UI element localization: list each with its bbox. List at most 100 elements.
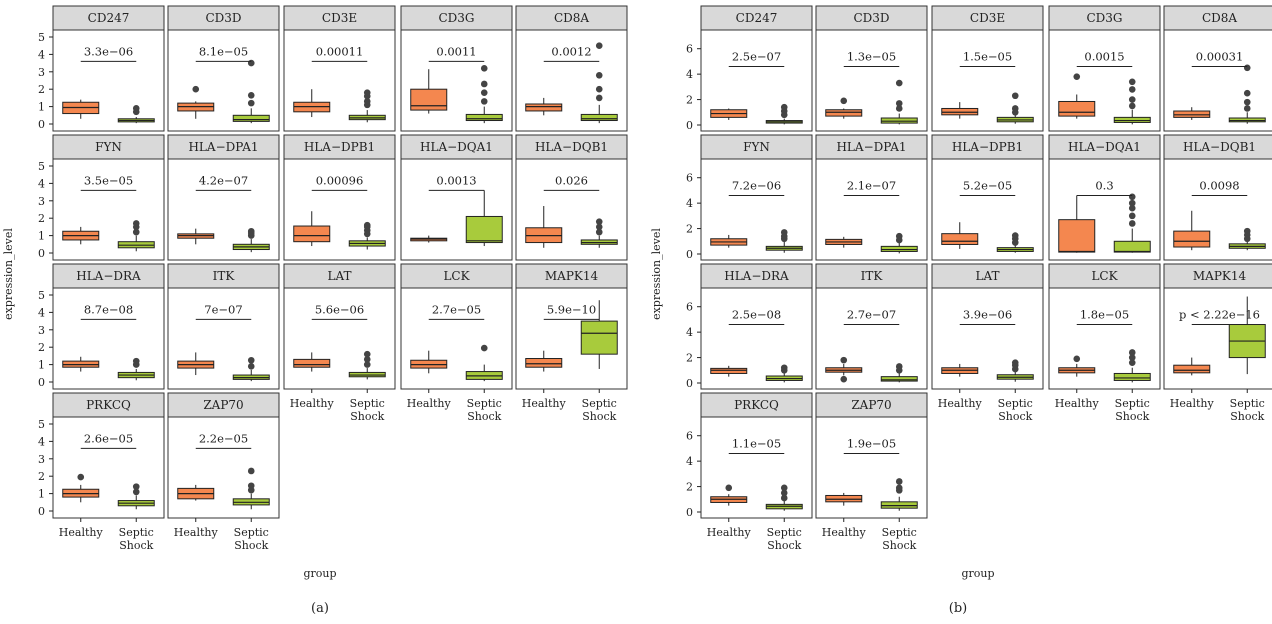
outlier-point-septic	[780, 103, 788, 111]
outlier-point-septic	[595, 42, 603, 49]
outlier-point-septic	[895, 105, 903, 112]
y-tick-label: 2	[686, 223, 693, 236]
box-septic	[580, 320, 618, 355]
outlier-point-septic	[1243, 227, 1251, 235]
panel-hladpa1: HLA−DPA1 2.1e−07	[815, 134, 928, 261]
y-tick-label: 4	[38, 435, 45, 448]
outlier-point-septic	[363, 221, 371, 229]
outlier-point-healthy	[840, 356, 848, 364]
panel-hladpa1: HLA−DPA1 4.2e−07	[167, 134, 280, 261]
outlier-point-septic	[480, 65, 488, 72]
y-tick-label: 4	[686, 326, 693, 339]
outlier-point-septic	[1128, 199, 1136, 207]
p-value-label: 2.2e−05	[199, 431, 248, 445]
x-tick-label: Shock	[998, 410, 1032, 423]
box-septic	[1113, 372, 1151, 381]
panel-cd247: CD247 3.3e−06 0 1 2 3 4 5	[38, 5, 165, 132]
p-value-label: 7e−07	[204, 302, 242, 316]
x-tick-label: Shock	[767, 539, 801, 552]
panel-fyn: FYN 3.5e−05 0 1 2 3 4 5	[38, 134, 165, 261]
p-value-label: 3.9e−06	[963, 308, 1012, 322]
box-healthy	[710, 367, 748, 374]
y-tick-label: 0	[38, 118, 45, 131]
y-tick-label: 4	[686, 455, 693, 468]
panel-title: LAT	[328, 269, 352, 283]
figure-caption: (b)	[949, 601, 967, 616]
outlier-point-septic	[1243, 64, 1251, 72]
panel-title: HLA−DQA1	[420, 140, 493, 154]
panel-title: HLA−DQA1	[1068, 140, 1141, 154]
panel-strip	[515, 134, 628, 160]
x-axis-title: group	[303, 567, 336, 580]
panel-strip	[167, 5, 280, 31]
y-tick-label: 4	[38, 177, 45, 190]
panel-frame	[815, 287, 928, 390]
panel-cd8a: CD8A 0.0012	[515, 5, 628, 132]
y-tick-label: 0	[686, 248, 693, 261]
outlier-point-septic	[132, 105, 140, 112]
panel-strip	[400, 263, 513, 289]
p-value-label: 8.1e−05	[199, 44, 248, 58]
outlier-point-septic	[595, 85, 603, 93]
x-tick-label: Septic	[350, 397, 385, 410]
panel-frame	[167, 287, 280, 390]
x-tick-label: Shock	[1230, 410, 1264, 423]
panel-title: CD8A	[1202, 11, 1237, 25]
panel-strip	[815, 5, 928, 31]
y-tick-label: 1	[38, 230, 45, 243]
panel-title: PRKCQ	[86, 398, 131, 412]
outlier-point-septic	[247, 227, 255, 235]
panel-strip	[1163, 134, 1272, 160]
panel-cd3d: CD3D 8.1e−05	[167, 5, 280, 132]
panel-title: LAT	[976, 269, 1000, 283]
outlier-point-septic	[1128, 220, 1136, 227]
panel-strip	[1163, 5, 1272, 31]
panel-title: MAPK14	[1193, 269, 1247, 283]
p-value-label: 1.9e−05	[847, 437, 896, 451]
y-axis-title: expression_level	[2, 228, 15, 320]
box-septic	[880, 117, 918, 124]
x-tick-label: Septic	[467, 397, 502, 410]
x-tick-label: Septic	[767, 526, 802, 539]
panel-frame	[167, 158, 280, 261]
outlier-point-septic	[247, 467, 255, 475]
y-tick-label: 0	[38, 376, 45, 389]
y-tick-label: 4	[686, 68, 693, 81]
outlier-point-septic	[247, 356, 255, 364]
p-value-label: 0.0015	[1084, 50, 1124, 64]
panel-strip	[283, 5, 396, 31]
panel-title: CD3G	[1086, 11, 1122, 25]
panel-title: ZAP70	[851, 398, 891, 412]
outlier-point-septic	[132, 220, 140, 227]
panel-hladpb1: HLA−DPB1 0.00096	[283, 134, 396, 261]
x-tick-label: Healthy	[522, 397, 567, 410]
panel-frame	[283, 29, 396, 132]
p-value-label: 2.7e−07	[847, 308, 896, 322]
outlier-point-healthy	[840, 375, 848, 383]
panel-cd247: CD247 2.5e−07 0 2 4 6	[686, 5, 813, 132]
outlier-point-septic	[1011, 359, 1019, 366]
outlier-point-septic	[895, 484, 903, 492]
y-axis-title: expression_level	[650, 228, 663, 320]
outlier-point-healthy	[1073, 73, 1081, 80]
panel-strip	[1048, 134, 1161, 160]
outlier-point-septic	[780, 229, 788, 236]
p-value-label: 1.1e−05	[732, 437, 781, 451]
outlier-point-septic	[363, 361, 371, 368]
x-tick-label: Healthy	[707, 526, 752, 539]
panel-title: HLA−DPA1	[188, 140, 258, 154]
outlier-point-healthy	[1073, 355, 1081, 363]
y-tick-label: 5	[38, 418, 45, 431]
y-tick-label: 2	[38, 470, 45, 483]
outlier-point-septic	[780, 364, 788, 372]
outlier-point-septic	[247, 363, 255, 370]
box-septic	[465, 215, 503, 244]
outlier-point-septic	[1128, 349, 1136, 356]
panel-strip	[167, 263, 280, 289]
